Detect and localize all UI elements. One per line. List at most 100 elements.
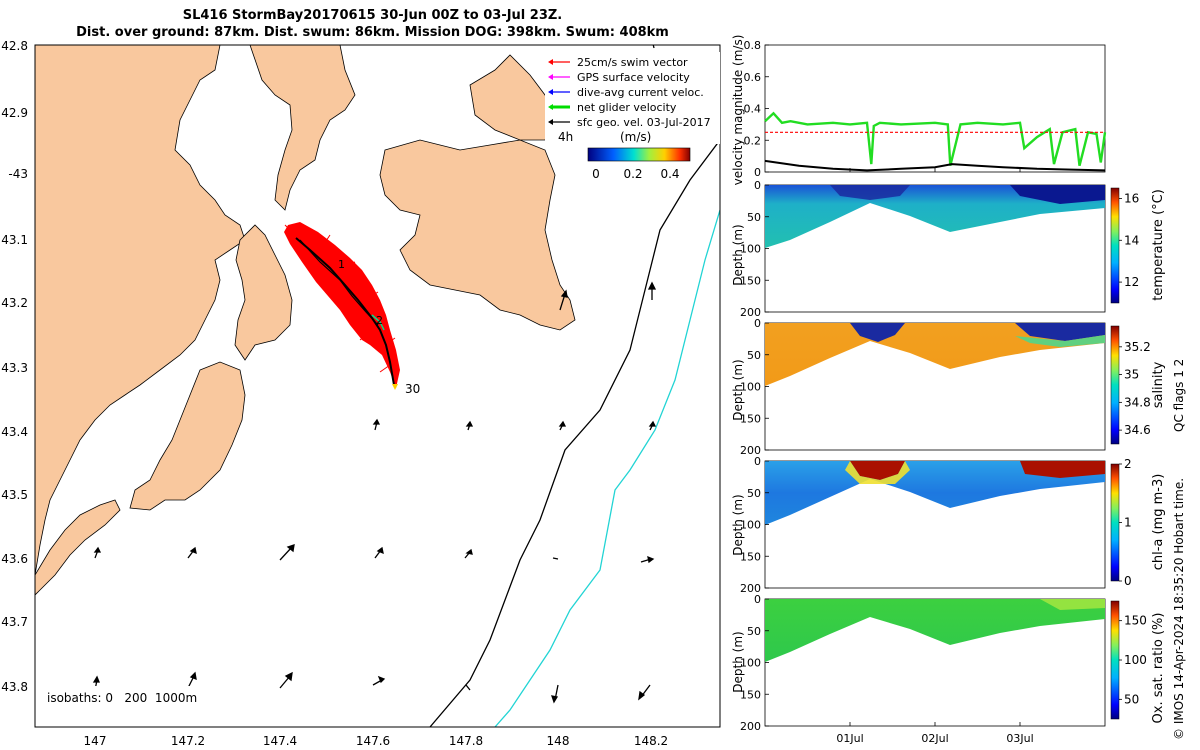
isobath-1000m bbox=[494, 209, 720, 727]
velocity-ytick-label: 0.6 bbox=[744, 71, 762, 84]
velocity-panel: 0 0.2 0.4 0.6 0.8 velocity magnitude (m/s) bbox=[731, 35, 1107, 186]
glider-end-marker bbox=[392, 384, 398, 390]
depth-tick-label: 100 bbox=[740, 657, 761, 670]
oxygen-colorbar bbox=[1110, 600, 1120, 720]
swim-vector-cloud bbox=[284, 222, 400, 388]
swim-vector-spikes bbox=[284, 224, 396, 373]
chl-colorbar-label: chl-a (mg m-3) bbox=[1151, 474, 1166, 571]
arrow-scale-label: 4h bbox=[558, 130, 573, 144]
colorbar-tick: 0.2 bbox=[623, 167, 642, 181]
colorbar-units: (m/s) bbox=[620, 130, 651, 144]
temperature-ylabel: Depth (m) bbox=[731, 224, 745, 285]
lon-tick: 147.2 bbox=[171, 734, 205, 748]
velocity-ytick-label: 0.2 bbox=[744, 134, 762, 147]
colorbar-tick-label: 2 bbox=[1124, 457, 1132, 471]
lat-tick: -43 bbox=[8, 167, 28, 181]
net-glider-velocity-track bbox=[371, 314, 385, 331]
temperature-field bbox=[765, 185, 1105, 248]
depth-tick-label: 50 bbox=[747, 211, 761, 224]
temperature-colorbar bbox=[1110, 187, 1120, 304]
salinity-low-west bbox=[850, 323, 905, 342]
legend-label: net glider velocity bbox=[577, 101, 677, 114]
qc-flags-note: QC flags 1 2 bbox=[1172, 359, 1186, 432]
oxygen-colorbar-label: Ox. sat. ratio (%) bbox=[1151, 613, 1166, 724]
oxygen-surface-high bbox=[1040, 599, 1105, 610]
lat-tick: 43.7 bbox=[1, 615, 28, 629]
time-tick-label: 01Jul bbox=[836, 732, 863, 745]
velocity-colorbar bbox=[587, 147, 691, 162]
salinity-colorbar-label: salinity bbox=[1151, 361, 1166, 408]
isobath-label: isobaths: 0 200 1000m bbox=[47, 691, 197, 705]
velocity-series bbox=[764, 111, 1107, 172]
map-legend: 25cm/s swim vector GPS surface velocity di… bbox=[545, 52, 720, 181]
glider-track bbox=[295, 237, 395, 386]
oxygen-ylabel: Depth (m) bbox=[731, 631, 745, 692]
colorbar-tick: 0 bbox=[592, 167, 600, 181]
depth-tick-label: 150 bbox=[740, 274, 761, 287]
lon-tick: 147.6 bbox=[356, 734, 390, 748]
time-tick-label: 02Jul bbox=[921, 732, 948, 745]
chlorophyll-section: Depth (m) chl-a (mg m-3) bbox=[731, 460, 1166, 589]
colorbar-tick-label: 35 bbox=[1124, 368, 1139, 382]
oxygen-field bbox=[765, 599, 1105, 662]
salinity-section: Depth (m) salinity bbox=[731, 322, 1166, 451]
velocity-ytick-label: 0.8 bbox=[744, 39, 762, 52]
oxygen-section: Depth (m) Ox. sat. ratio (%) bbox=[731, 598, 1166, 727]
temperature-surface-cold bbox=[830, 185, 910, 200]
map-lon-axis: 147 147.2 147.4 147.6 147.8 148 148.2 bbox=[84, 734, 669, 748]
colorbar-tick-label: 14 bbox=[1124, 233, 1139, 247]
lat-tick: 42.8 bbox=[1, 39, 28, 53]
legend-label: sfc geo. vel. 03-Jul-2017 bbox=[577, 116, 711, 129]
salinity-mid-east bbox=[1015, 335, 1105, 347]
colorbar-tick-label: 100 bbox=[1124, 653, 1147, 667]
velocity-ytick-label: 0 bbox=[754, 166, 761, 179]
depth-tick-label: 200 bbox=[740, 582, 761, 595]
land-west bbox=[35, 45, 246, 576]
glider-track-return bbox=[299, 239, 379, 326]
track-label-1: 1 bbox=[338, 258, 345, 271]
track-label-30: 30 bbox=[405, 382, 420, 396]
map-lat-axis: 42.8 42.9 -43 43.1 43.2 43.3 43.4 43.5 4… bbox=[1, 39, 28, 694]
velocity-ylabel: velocity magnitude (m/s) bbox=[731, 35, 745, 186]
lon-tick: 147.4 bbox=[263, 734, 297, 748]
depth-tick-label: 50 bbox=[747, 487, 761, 500]
depth-tick-label: 50 bbox=[747, 625, 761, 638]
colorbar-tick-label: 1 bbox=[1124, 516, 1132, 530]
land-bruny-south bbox=[129, 361, 246, 511]
legend-label: GPS surface velocity bbox=[577, 71, 690, 84]
velocity-ytick-label: 0.4 bbox=[744, 103, 762, 116]
colorbar-tick-label: 150 bbox=[1124, 614, 1147, 628]
depth-tick-label: 0 bbox=[754, 179, 761, 192]
isobath-200m bbox=[429, 139, 720, 727]
legend-arrowhead bbox=[548, 74, 553, 80]
temperature-colorbar-label: temperature (°C) bbox=[1151, 189, 1166, 301]
land-tasman-peninsula bbox=[379, 139, 576, 331]
lat-tick: 42.9 bbox=[1, 106, 28, 120]
colorbar-tick: 0.4 bbox=[660, 167, 679, 181]
sfc-geo-velocity-arrows bbox=[92, 45, 657, 704]
salinity-low-east bbox=[1015, 323, 1105, 341]
depth-tick-label: 0 bbox=[754, 455, 761, 468]
depth-tick-label: 200 bbox=[740, 720, 761, 733]
lat-tick: 43.2 bbox=[1, 296, 28, 310]
colorbar-tick-label: 35.2 bbox=[1124, 340, 1151, 354]
colorbar-tick-label: 16 bbox=[1124, 191, 1139, 205]
salinity-colorbar bbox=[1110, 325, 1120, 445]
lon-tick: 148.2 bbox=[634, 734, 668, 748]
colorbar-tick-label: 34.6 bbox=[1124, 423, 1151, 437]
chl-ylabel: Depth (m) bbox=[731, 494, 745, 555]
lon-tick: 147.8 bbox=[449, 734, 483, 748]
lat-tick: 43.6 bbox=[1, 552, 28, 566]
chl-colorbar bbox=[1110, 463, 1120, 582]
lat-tick: 43.1 bbox=[1, 233, 28, 247]
figure-title-line1: SL416 StormBay20170615 30-Jun 00Z to 03-… bbox=[182, 8, 563, 23]
legend-arrowhead bbox=[548, 119, 553, 125]
velocity-series-line bbox=[764, 159, 1106, 172]
lat-tick: 43.8 bbox=[1, 680, 28, 694]
colorbar-tick-label: 12 bbox=[1124, 275, 1139, 289]
imos-footer: © IMOS 14-Apr-2024 18:35:20 Hobart time. bbox=[1172, 478, 1186, 740]
legend-arrowhead bbox=[548, 104, 553, 110]
depth-tick-label: 100 bbox=[740, 381, 761, 394]
temperature-section: Depth (m) temperature (°C) bbox=[731, 184, 1166, 313]
legend-arrowhead bbox=[548, 89, 553, 95]
